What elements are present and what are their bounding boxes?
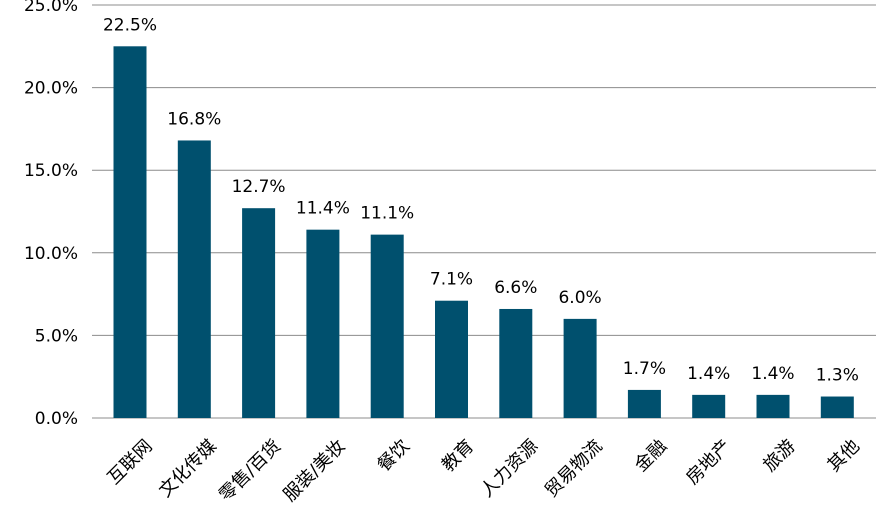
data-label: 11.1% [360,204,414,224]
bar [177,140,211,419]
category-label: 教育 [438,436,478,476]
bar [370,234,404,418]
data-label: 22.5% [103,15,157,35]
bar [306,229,340,418]
category-label: 贸易物流 [541,436,607,502]
y-tick-label: 10.0% [24,244,78,264]
data-label: 1.4% [687,364,730,384]
y-tick-label: 5.0% [35,326,78,346]
gridlines [92,4,876,419]
category-label: 其他 [824,436,864,476]
y-tick-label: 25.0% [24,0,78,16]
bar [820,396,854,418]
data-label: 1.4% [751,364,794,384]
category-label: 互联网 [104,436,157,489]
data-label: 6.6% [494,278,537,298]
data-label: 11.4% [296,199,350,219]
y-tick-label: 20.0% [24,79,78,99]
bar [563,318,597,418]
data-label: 1.3% [816,366,859,386]
category-label: 零售/百货 [215,436,285,506]
bar [756,394,790,418]
data-label: 16.8% [167,109,221,129]
category-label: 文化传媒 [155,436,221,502]
data-label: 12.7% [232,177,286,197]
category-label: 服装/美妆 [279,436,349,506]
category-label: 金融 [631,436,671,476]
bars [113,46,854,419]
y-tick-label: 0.0% [35,409,78,429]
category-label: 人力资源 [477,436,543,502]
y-axis-tick-labels: 0.0% 5.0% 10.0% 15.0% 20.0% 25.0% [24,0,78,429]
bar [627,389,661,418]
data-label: 7.1% [430,270,473,290]
category-label: 餐饮 [373,436,413,476]
data-label: 6.0% [558,288,601,308]
bar [435,300,468,418]
data-labels: 22.5% 16.8% 12.7% 11.4% 11.1% 7.1% 6.6% 6.0% 1.7… [103,15,859,385]
y-tick-label: 15.0% [24,161,78,181]
bar [499,308,533,418]
bar [242,208,276,418]
category-label: 房地产 [682,436,735,489]
bar [692,394,726,418]
data-label: 1.7% [623,359,666,379]
bar [113,46,147,419]
category-label: 旅游 [759,436,799,476]
